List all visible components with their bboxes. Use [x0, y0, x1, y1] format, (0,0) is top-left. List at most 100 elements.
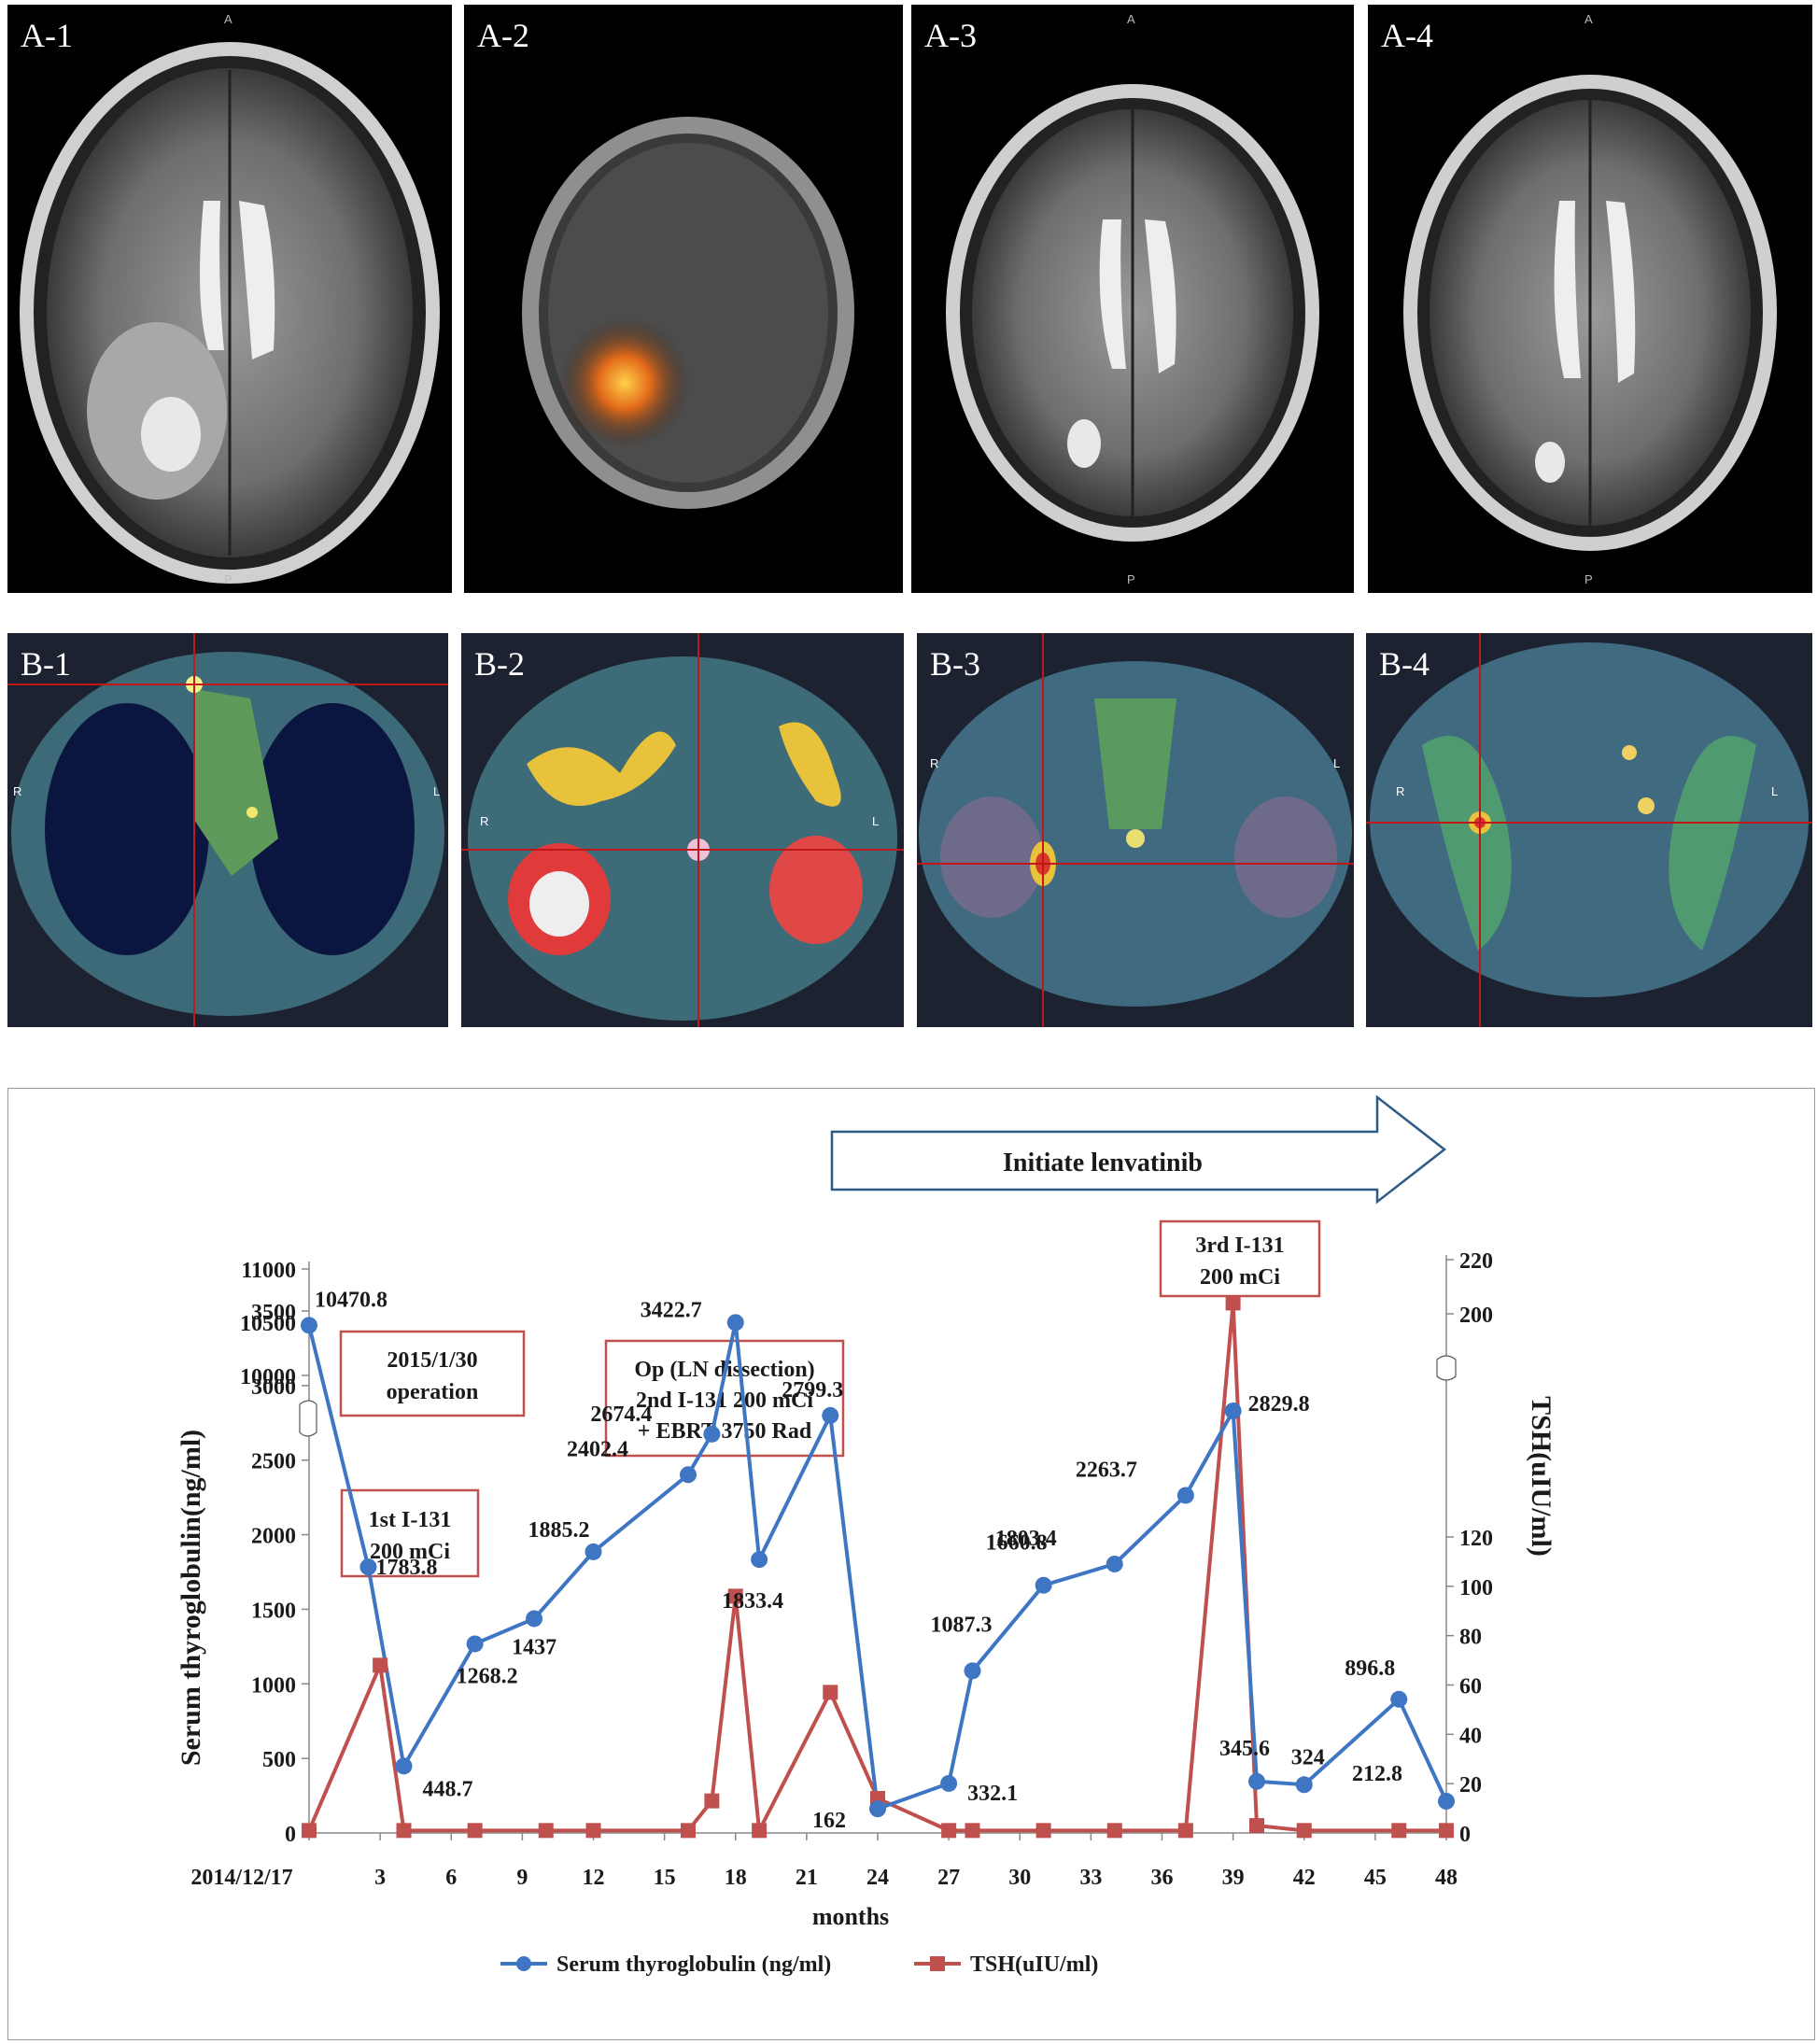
spect-ct-image — [522, 117, 854, 509]
orientation-top: A — [224, 12, 232, 26]
pet-ct-image — [917, 633, 1354, 1027]
panel-label: B-3 — [930, 645, 980, 683]
data-label: 1783.8 — [375, 1556, 437, 1580]
thyroglobulin-point — [1438, 1793, 1455, 1811]
panel-label: A-2 — [477, 17, 529, 54]
data-label: 10470.8 — [315, 1288, 387, 1312]
legend-label-thyroglobulin: Serum thyroglobulin (ng/ml) — [556, 1952, 831, 1977]
thyroglobulin-point — [1390, 1690, 1408, 1708]
annotation-line: 200 mCi — [1200, 1265, 1280, 1290]
tsh-point — [302, 1823, 317, 1839]
tsh-point — [1439, 1823, 1454, 1839]
x-tick-label: 33 — [1079, 1866, 1102, 1890]
tsh-point — [467, 1823, 483, 1839]
orientation-right: L — [433, 784, 441, 798]
orientation-left: R — [930, 756, 939, 770]
annotation-box — [604, 1339, 845, 1458]
data-label: 1437 — [512, 1635, 556, 1659]
orientation-right: L — [1771, 784, 1779, 798]
data-label: 1268.2 — [457, 1664, 518, 1688]
mri-axial-image — [1403, 75, 1777, 551]
thyroglobulin-point — [1224, 1403, 1242, 1420]
y-tick-label: 2500 — [251, 1450, 296, 1474]
annotation-line: 3rd I-131 — [1195, 1233, 1284, 1258]
data-label: 2402.4 — [567, 1437, 628, 1461]
orientation-right: L — [1333, 756, 1341, 770]
y-tick-label: 11000 — [241, 1259, 296, 1283]
axis-break-left — [299, 1400, 317, 1437]
tsh-point — [752, 1823, 768, 1839]
mri-axial-image — [946, 84, 1319, 542]
panel-label: B-1 — [21, 645, 71, 683]
thyroglobulin-point — [1176, 1487, 1194, 1504]
tsh-point — [538, 1823, 554, 1839]
data-label: 1087.3 — [931, 1613, 993, 1637]
tsh-point — [1177, 1823, 1193, 1839]
panel-a3: A-3 A P — [911, 5, 1354, 593]
y2-tick-label: 200 — [1459, 1304, 1493, 1328]
panel-label: A-4 — [1381, 17, 1433, 54]
thyroglobulin-point — [526, 1610, 543, 1628]
y2-tick-label: 220 — [1459, 1249, 1493, 1274]
panel-a4: A-4 A P — [1368, 5, 1812, 593]
tsh-point — [965, 1823, 980, 1839]
data-label: 332.1 — [967, 1782, 1018, 1806]
panel-b3: B-3 R L — [917, 633, 1354, 1027]
thyroglobulin-point — [680, 1466, 697, 1484]
data-label: 1885.2 — [528, 1518, 590, 1543]
lenvatinib-arrow — [830, 1094, 1447, 1205]
x-tick-label: 2014/12/17 — [190, 1866, 292, 1890]
x-tick-label: 3 — [374, 1866, 386, 1890]
data-label: 1660.8 — [986, 1531, 1048, 1556]
panel-b4: B-4 R L — [1366, 633, 1812, 1027]
thyroglobulin-point — [1035, 1576, 1052, 1594]
panel-label: A-3 — [924, 17, 977, 54]
tsh-point — [941, 1823, 957, 1839]
legend-label-tsh: TSH(uIU/ml) — [970, 1952, 1098, 1977]
y-tick-label: 3500 — [251, 1301, 296, 1325]
thyroglobulin-point — [395, 1757, 413, 1775]
data-label: 896.8 — [1345, 1656, 1395, 1681]
thyroglobulin-point — [940, 1774, 958, 1792]
x-tick-label: 30 — [1008, 1866, 1031, 1890]
x-tick-label: 39 — [1222, 1866, 1245, 1890]
legend-marker-tsh — [930, 1956, 945, 1971]
y-tick-label: 10500 — [240, 1312, 296, 1336]
x-tick-label: 48 — [1435, 1866, 1458, 1890]
tsh-line — [307, 1303, 1446, 1838]
x-tick-label: 15 — [654, 1866, 676, 1890]
orientation-left: R — [1396, 784, 1405, 798]
thyroglobulin-point — [964, 1662, 981, 1680]
tsh-point — [1249, 1818, 1264, 1834]
thyroglobulin-point — [822, 1406, 839, 1424]
panel-label: B-4 — [1379, 645, 1430, 683]
x-tick-label: 36 — [1151, 1866, 1174, 1890]
data-label: 2829.8 — [1248, 1392, 1310, 1417]
thyroglobulin-point — [585, 1543, 602, 1560]
annotation-box — [339, 1330, 526, 1417]
orientation-bottom: P — [1585, 572, 1593, 586]
data-label: 324 — [1291, 1745, 1325, 1769]
data-label: 345.6 — [1219, 1737, 1270, 1761]
orientation-top: A — [1585, 12, 1593, 26]
panel-a2: A-2 — [464, 5, 903, 593]
tsh-point — [823, 1685, 838, 1700]
orientation-right: L — [872, 814, 880, 828]
mri-axial-image — [20, 42, 440, 584]
y2-tick-label: 100 — [1459, 1576, 1493, 1600]
panel-label: B-2 — [474, 645, 525, 683]
thyroglobulin-point — [1106, 1555, 1123, 1572]
x-tick-label: 27 — [937, 1866, 960, 1890]
tsh-point — [585, 1823, 601, 1839]
tsh-point — [373, 1657, 388, 1673]
tsh-point — [396, 1823, 412, 1839]
annotation-line: 2nd I-131 200 mCi — [636, 1389, 813, 1413]
y2-tick-label: 0 — [1459, 1823, 1471, 1847]
data-label: 1833.4 — [722, 1589, 783, 1614]
x-tick-label: 9 — [516, 1866, 528, 1890]
thyroglobulin-point — [703, 1425, 721, 1443]
thyroglobulin-point — [869, 1800, 886, 1818]
y-tick-label: 500 — [262, 1748, 296, 1772]
panel-label: A-1 — [21, 17, 73, 54]
y-tick-label: 3000 — [251, 1375, 296, 1400]
